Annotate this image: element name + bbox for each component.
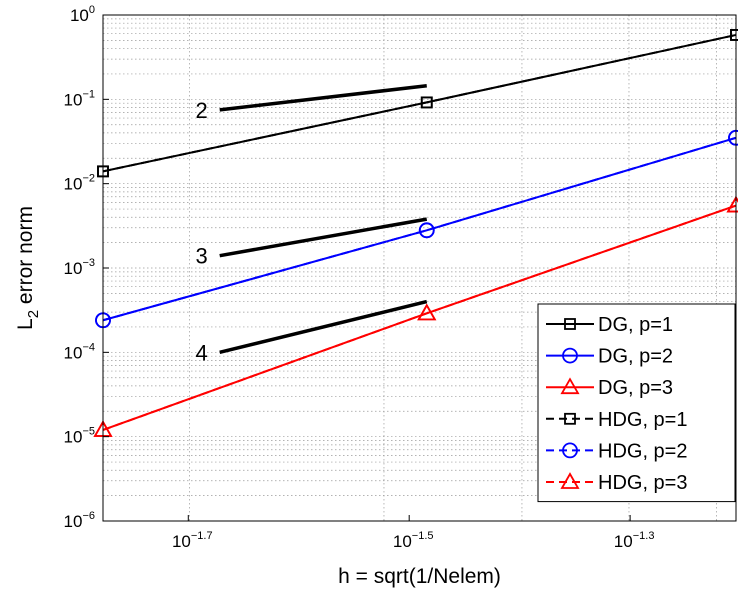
y-tick-label: 10−4 bbox=[64, 341, 95, 362]
slope-line bbox=[219, 299, 428, 355]
legend-entry: HDG, p=1 bbox=[598, 409, 687, 431]
legend-entry: DG, p=2 bbox=[598, 346, 673, 368]
series-point-5 bbox=[417, 303, 437, 321]
slope-line bbox=[219, 83, 427, 112]
series-line-3 bbox=[102, 33, 737, 173]
y-axis-label: L2 error norm bbox=[14, 206, 42, 330]
legend-entry: DG, p=3 bbox=[598, 377, 673, 399]
legend-entry: HDG, p=2 bbox=[598, 440, 687, 462]
y-axis-label-rest: error norm bbox=[14, 206, 37, 310]
legend-marker bbox=[564, 412, 576, 425]
legend-marker bbox=[560, 377, 580, 395]
x-tick-label: 10−1.5 bbox=[393, 530, 434, 551]
legend-entry: DG, p=1 bbox=[598, 314, 673, 336]
series-line-5 bbox=[102, 204, 737, 431]
x-tick-label: 10−1.7 bbox=[172, 530, 213, 551]
legend-marker bbox=[562, 442, 578, 459]
y-tick-label: 10−3 bbox=[64, 257, 95, 278]
y-tick-label: 10−2 bbox=[64, 173, 95, 194]
legend-entry: HDG, p=3 bbox=[598, 472, 687, 494]
grid bbox=[103, 15, 736, 522]
legend-marker bbox=[560, 472, 580, 489]
series-line-4 bbox=[102, 136, 737, 322]
y-tick-label: 10−5 bbox=[64, 426, 95, 447]
x-axis-label: h = sqrt(1/Nelem) bbox=[338, 565, 501, 588]
slope-label: 3 bbox=[195, 244, 207, 269]
tick-labels: 10−6 10−5 10−4 10−3 10−2 10−1 100 10−1.7 10−1.5 1… bbox=[64, 4, 655, 551]
series-point-4 bbox=[418, 222, 435, 239]
tick-marks bbox=[103, 14, 631, 522]
legend: DG, p=1 DG, p=2 DG, p=3 HDG, p=1 HDG, p=2 HDG… bbox=[537, 303, 736, 503]
slope-line bbox=[219, 217, 428, 258]
slope-label: 4 bbox=[195, 340, 207, 365]
y-axis-label-main: L bbox=[14, 318, 37, 330]
x-tick-label: 10−1.3 bbox=[614, 530, 655, 551]
y-axis-label-sub: 2 bbox=[25, 310, 42, 318]
y-tick-label: 100 bbox=[70, 4, 95, 25]
legend-marker bbox=[564, 318, 576, 330]
slope-label: 2 bbox=[195, 98, 207, 123]
legend-box bbox=[537, 303, 736, 503]
y-tick-label: 10−1 bbox=[64, 88, 95, 109]
legend-marker bbox=[562, 347, 578, 364]
slope-annotations: 2 3 4 bbox=[195, 83, 428, 365]
y-tick-label: 10−6 bbox=[64, 510, 95, 531]
series-point-3 bbox=[420, 96, 433, 109]
